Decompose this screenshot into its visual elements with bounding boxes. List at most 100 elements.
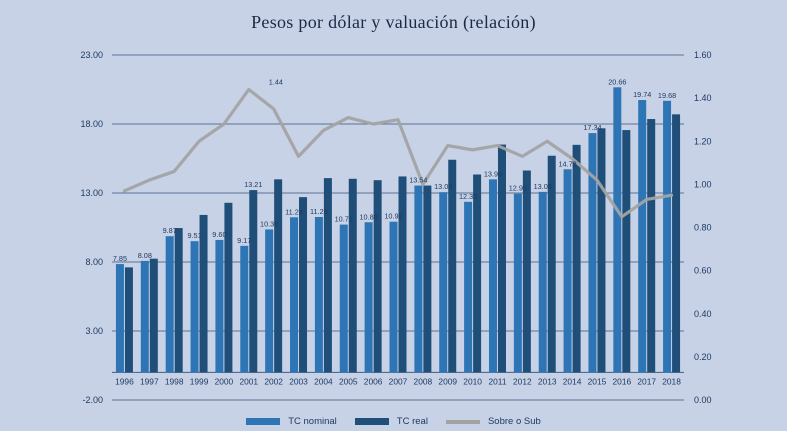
x-axis-label: 2006 bbox=[364, 376, 383, 386]
bar-label-tc-nominal: 10.71 bbox=[335, 215, 353, 224]
bar-tc-real-2007 bbox=[398, 176, 407, 373]
x-axis-label: 2001 bbox=[239, 376, 258, 386]
chart-title: Pesos por dólar y valuación (relación) bbox=[251, 12, 536, 32]
x-axis-label: 2007 bbox=[389, 376, 408, 386]
legend-item-tc-real: TC real bbox=[354, 416, 428, 427]
bar-tc-real-2015 bbox=[597, 128, 606, 373]
right-axis-tick: 0.40 bbox=[694, 309, 712, 319]
right-axis-tick: 0.80 bbox=[694, 223, 712, 233]
x-axis-label: 2003 bbox=[289, 376, 308, 386]
bar-tc-real-2018 bbox=[672, 114, 681, 373]
x-axis-label: 1996 bbox=[115, 376, 134, 386]
x-axis-labels: 1996 1997 1998 1999 2000 2001 2002 2003 2004 2005… bbox=[115, 376, 681, 386]
bar-tc-real-1996 bbox=[124, 267, 133, 373]
bar-tc-nominal-2006 bbox=[364, 222, 373, 373]
bar-label-tc-nominal: 9.17 bbox=[237, 236, 251, 245]
line-label-sobre-o-sub: 1.44 bbox=[269, 78, 283, 87]
x-axis-label: 2000 bbox=[215, 376, 234, 386]
x-axis-label: 2008 bbox=[414, 376, 433, 386]
x-axis-label: 2002 bbox=[264, 376, 283, 386]
bar-tc-real-1998 bbox=[174, 228, 183, 373]
bar-label-tc-nominal: 10.88 bbox=[359, 212, 377, 221]
bar-label-tc-nominal: 20.66 bbox=[608, 77, 626, 86]
bar-label-tc-nominal: 8.08 bbox=[138, 251, 152, 260]
left-axis-tick: -2.00 bbox=[82, 395, 103, 405]
legend-label-tc-nominal: TC nominal bbox=[288, 416, 337, 427]
right-axis-tick: 1.40 bbox=[694, 93, 712, 103]
right-axis-tick: 0.60 bbox=[694, 266, 712, 276]
right-axis-tick: 1.20 bbox=[694, 136, 712, 146]
bar-tc-nominal-2013 bbox=[538, 191, 547, 373]
bar-tc-nominal-2004 bbox=[314, 217, 323, 373]
bar-tc-nominal-2011 bbox=[488, 179, 497, 373]
bar-tc-nominal-1999 bbox=[190, 241, 199, 373]
bar-label-tc-nominal: 11.24 bbox=[285, 207, 303, 216]
bar-label-tc-nominal: 9.60 bbox=[212, 230, 226, 239]
bar-label-tc-nominal: 17.34 bbox=[583, 123, 601, 132]
x-axis-label: 2009 bbox=[438, 376, 457, 386]
left-axis-tick: 13.00 bbox=[80, 188, 103, 198]
bar-tc-nominal-2001 bbox=[240, 245, 249, 373]
bar-tc-nominal-2002 bbox=[265, 229, 274, 373]
left-axis-tick: 18.00 bbox=[80, 119, 103, 129]
bar-tc-real-2014 bbox=[572, 144, 581, 373]
bar-tc-real-2008 bbox=[423, 185, 432, 373]
bar-tc-nominal-1997 bbox=[140, 260, 149, 373]
series-tc-nominal bbox=[115, 87, 672, 373]
right-axis-tick: 0.20 bbox=[694, 352, 712, 362]
x-axis-label: 2016 bbox=[613, 376, 632, 386]
x-axis-label: 2014 bbox=[563, 376, 582, 386]
x-axis-label: 2013 bbox=[538, 376, 557, 386]
bar-label-tc-nominal: 13.06 bbox=[434, 182, 452, 191]
x-axis-label: 2004 bbox=[314, 376, 333, 386]
right-axis-tick: 1.60 bbox=[694, 50, 712, 60]
bar-label-tc-nominal: 11.26 bbox=[310, 207, 328, 216]
legend-label-tc-real: TC real bbox=[396, 416, 428, 427]
bar-tc-real-2011 bbox=[497, 144, 506, 373]
bar-tc-real-2013 bbox=[547, 155, 556, 373]
bar-tc-nominal-2017 bbox=[638, 99, 647, 373]
bar-tc-real-2010 bbox=[473, 174, 482, 373]
x-axis-label: 2005 bbox=[339, 376, 358, 386]
bar-tc-real-2000 bbox=[224, 202, 233, 373]
bar-label-tc-nominal: 9.51 bbox=[187, 231, 201, 240]
legend-swatch-tc-real-bar bbox=[354, 418, 389, 425]
bar-label-tc-nominal: 13.54 bbox=[409, 176, 427, 185]
right-axis-tick: 1.00 bbox=[694, 179, 712, 189]
bar-tc-nominal-1998 bbox=[165, 236, 174, 373]
left-axis-tick: 3.00 bbox=[85, 326, 103, 336]
legend-swatch-sobre-o-sub-line bbox=[445, 419, 480, 424]
x-axis-label: 2011 bbox=[488, 376, 506, 386]
bar-label-tc-nominal: 19.74 bbox=[633, 90, 651, 99]
bar-label-tc-nominal: 14.72 bbox=[558, 159, 576, 168]
x-axis-label: 1999 bbox=[190, 376, 209, 386]
bar-tc-real-2016 bbox=[622, 130, 631, 373]
bar-tc-nominal-2015 bbox=[588, 133, 597, 373]
bar-tc-nominal-2008 bbox=[414, 185, 423, 373]
bar-tc-real-1997 bbox=[149, 258, 158, 373]
series-tc-real bbox=[124, 114, 681, 373]
bar-label-tc-nominal: 12.95 bbox=[509, 184, 527, 193]
bar-tc-nominal-2005 bbox=[339, 224, 348, 373]
bar-tc-nominal-2016 bbox=[613, 87, 622, 373]
bar-tc-nominal-2000 bbox=[215, 239, 224, 373]
left-axis-tick: 8.00 bbox=[85, 257, 103, 267]
bar-label-tc-nominal: 10.92 bbox=[384, 212, 402, 221]
series-sobre-o-sub bbox=[122, 87, 674, 219]
bar-label-tc-nominal: 13.08 bbox=[534, 182, 552, 191]
x-axis-label: 2012 bbox=[513, 376, 532, 386]
bar-tc-nominal-2014 bbox=[563, 169, 572, 373]
x-axis-label: 1998 bbox=[165, 376, 184, 386]
chart-legend: TC nominal TC real Sobre o Sub bbox=[0, 416, 787, 427]
bar-label-tc-nominal: 10.36 bbox=[260, 219, 278, 228]
bar-label-tc-nominal: 7.85 bbox=[113, 254, 127, 263]
bar-tc-real-2005 bbox=[348, 178, 357, 373]
bar-tc-real-2009 bbox=[448, 159, 457, 373]
bar-label-tc-real: 13.21 bbox=[244, 180, 262, 189]
bar-tc-real-1999 bbox=[199, 214, 208, 373]
data-labels: 7.85 8.08 9.87 9.51 9.60 9.17 10.36 11.24 11.26 1… bbox=[113, 77, 676, 263]
left-axis-tick: 23.00 bbox=[80, 50, 103, 60]
bar-tc-real-2012 bbox=[522, 170, 531, 373]
